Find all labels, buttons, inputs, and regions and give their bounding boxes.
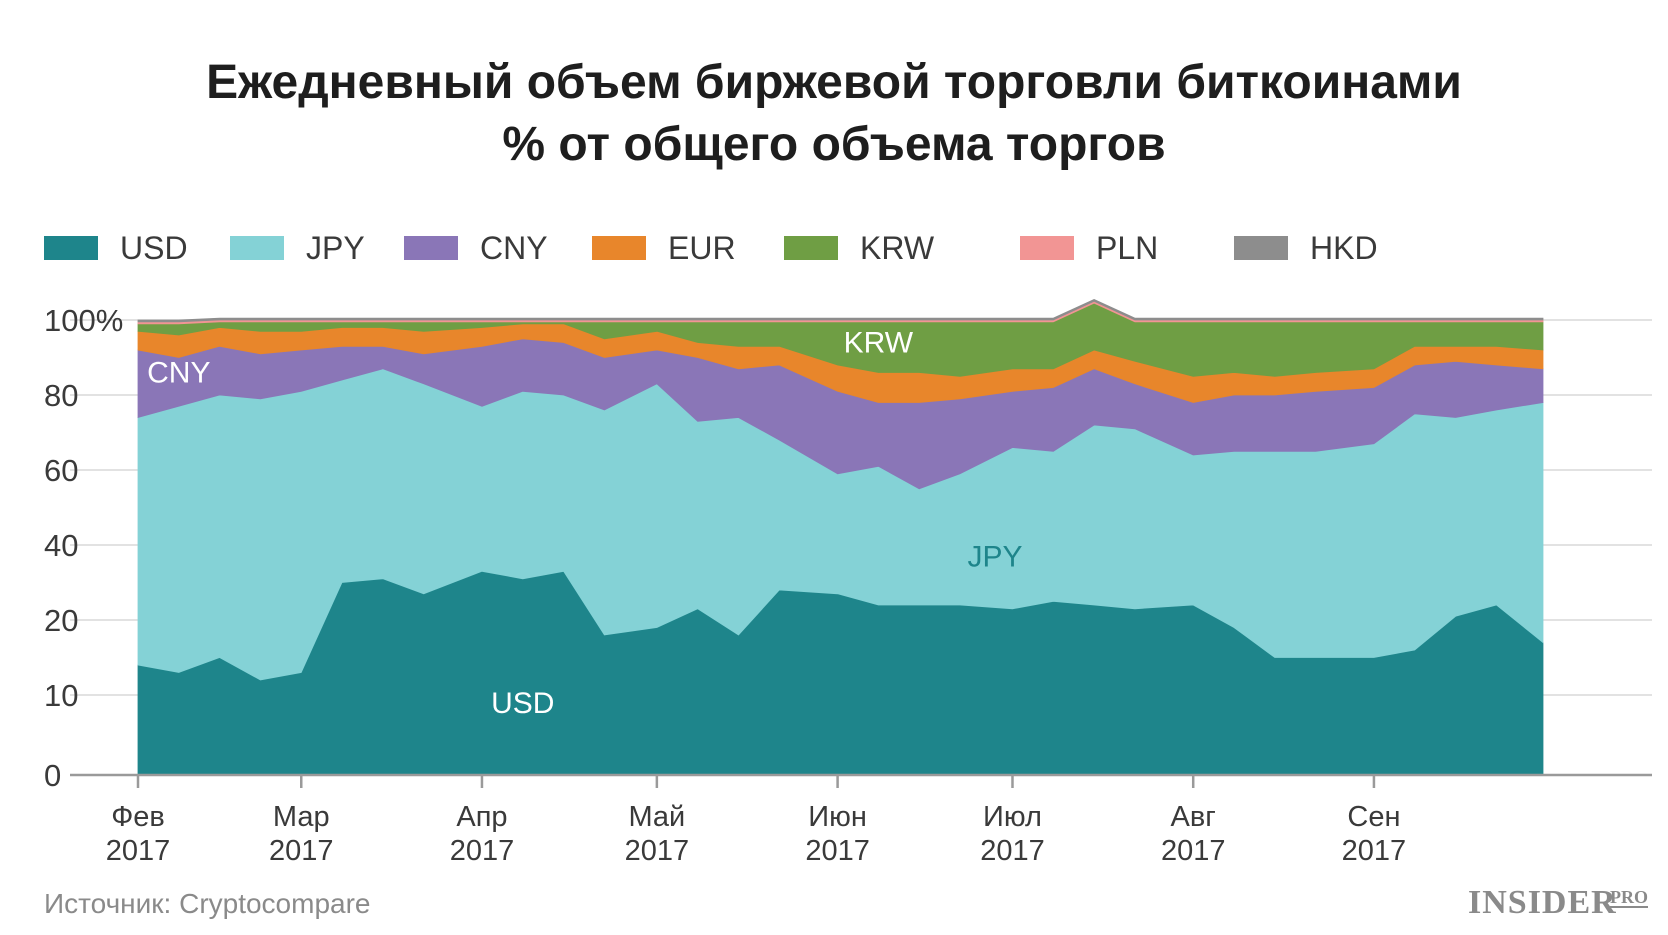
y-tick-label: 20 (44, 603, 78, 638)
legend-swatch (1020, 236, 1074, 260)
legend-item-eur: EUR (592, 228, 736, 268)
x-tick-label-month: Авг (1171, 801, 1216, 833)
x-tick-label-month: Мар (273, 801, 330, 833)
legend-label: USD (120, 229, 188, 266)
x-tick-label-year: 2017 (1342, 835, 1407, 867)
legend-item-hkd: HKD (1234, 228, 1378, 268)
area-series (137, 298, 1544, 776)
legend-item-cny: CNY (404, 228, 548, 268)
brand-logo: INSIDER (1468, 884, 1617, 921)
legend-label: KRW (860, 229, 935, 266)
area-pln (137, 300, 1544, 325)
x-tick-label-month: Июн (808, 801, 867, 833)
source-note: Источник: Cryptocompare (44, 888, 371, 919)
x-tick-label-year: 2017 (625, 835, 690, 867)
legend-item-usd: USD (44, 228, 188, 268)
legend-swatch (1234, 236, 1288, 260)
x-tick-label-year: 2017 (106, 835, 171, 867)
x-tick-label-year: 2017 (805, 835, 870, 867)
legend-swatch (44, 236, 98, 260)
chart-subtitle: % от общего объема торгов (502, 118, 1166, 171)
legend-label: JPY (306, 229, 365, 266)
chart-title: Ежедневный объем биржевой торговли битко… (0, 52, 1668, 176)
legend-swatch (784, 236, 838, 260)
x-tick-label-month: Июл (983, 801, 1042, 833)
y-tick-label: 40 (44, 528, 78, 563)
x-tick-label-month: Сен (1347, 801, 1400, 833)
y-tick-label: 80 (44, 378, 78, 413)
annotation-jpy: JPY (967, 540, 1022, 573)
chart-legend: USD JPY CNY EUR KRW PLN HKD (44, 228, 1644, 268)
legend-label: CNY (480, 229, 548, 266)
area-hkd (137, 298, 1544, 323)
series-annotations: CNY KRW JPY USD (147, 327, 1022, 721)
x-tick-label-year: 2017 (980, 835, 1045, 867)
y-tick-label: 10 (44, 678, 78, 713)
annotation-cny: CNY (147, 357, 210, 390)
legend-label: EUR (668, 229, 736, 266)
x-tick-label-month: Апр (456, 801, 507, 833)
x-tick-label-month: Фев (111, 801, 165, 833)
legend-item-jpy: JPY (230, 228, 365, 268)
x-axis: Фев2017Мар2017Апр2017Май2017Июн2017Июл20… (70, 773, 1652, 867)
legend-swatch (230, 236, 284, 260)
legend-item-pln: PLN (1020, 228, 1158, 268)
x-tick-label-year: 2017 (450, 835, 515, 867)
y-tick-label: 0 (44, 758, 61, 793)
legend-label: HKD (1310, 229, 1378, 266)
annotation-krw: KRW (844, 327, 914, 360)
y-tick-label: 100% (44, 303, 123, 338)
legend-label: PLN (1096, 229, 1159, 266)
annotation-usd: USD (491, 687, 554, 720)
legend-item-krw: KRW (784, 228, 934, 268)
x-tick-label-year: 2017 (269, 835, 334, 867)
legend-swatch (592, 236, 646, 260)
x-tick-label-year: 2017 (1161, 835, 1226, 867)
brand-logo-sup: PRO (1610, 887, 1648, 908)
chart-title-line1: Ежедневный объем биржевой торговли битко… (206, 56, 1462, 109)
y-axis: 0 10 20 40 60 80 100% (44, 303, 123, 793)
y-tick-label: 60 (44, 453, 78, 488)
legend-swatch (404, 236, 458, 260)
x-tick-label-month: Май (628, 801, 685, 833)
